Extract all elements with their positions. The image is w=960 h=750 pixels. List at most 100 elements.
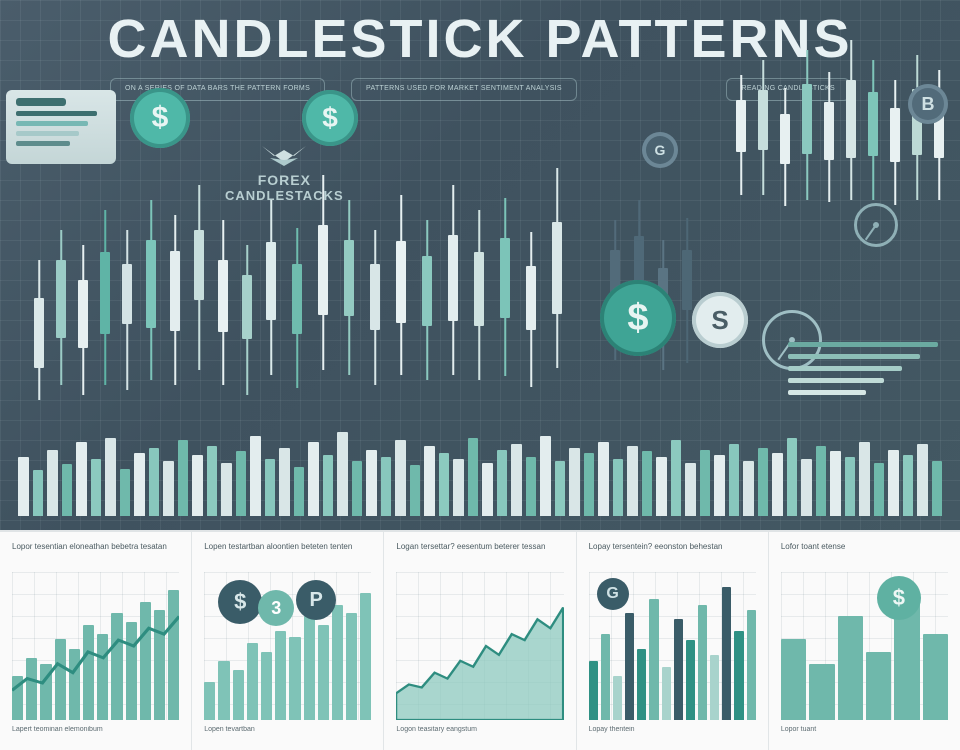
candlestick bbox=[846, 40, 856, 200]
volume-bar bbox=[236, 451, 247, 516]
volume-bar bbox=[932, 461, 943, 516]
currency-badge: B bbox=[908, 84, 948, 124]
volume-bar bbox=[714, 455, 725, 516]
chart-bar bbox=[318, 625, 329, 720]
chart-bar bbox=[625, 613, 634, 720]
chart-bar bbox=[866, 652, 891, 720]
volume-bar bbox=[47, 450, 58, 517]
currency-badge: $ bbox=[302, 90, 358, 146]
chart-bar bbox=[662, 667, 671, 720]
info-pill: PATTERNS USED FOR MARKET SENTIMENT ANALY… bbox=[351, 78, 577, 101]
page-title: CANDLESTICK PATTERNS bbox=[0, 8, 960, 70]
volume-bar bbox=[482, 463, 493, 516]
volume-bar bbox=[772, 453, 783, 516]
currency-badge: G bbox=[642, 132, 678, 168]
panel-bottom-label: Lopay thentein bbox=[589, 726, 756, 744]
candlestick bbox=[448, 185, 458, 375]
candlestick bbox=[500, 198, 510, 376]
candlestick bbox=[758, 60, 768, 195]
chart-bar bbox=[332, 605, 343, 720]
panel-badge: 3 bbox=[258, 590, 294, 626]
candlestick bbox=[890, 80, 900, 205]
volume-bar bbox=[192, 455, 203, 516]
volume-bar bbox=[845, 457, 856, 516]
volume-bar bbox=[787, 438, 798, 516]
hero-panel: CANDLESTICK PATTERNS ON A SERIES OF DATA… bbox=[0, 0, 960, 530]
volume-bar bbox=[801, 459, 812, 516]
chart-bar bbox=[923, 634, 948, 720]
volume-bar bbox=[526, 457, 537, 516]
volume-bar bbox=[207, 446, 218, 516]
wings-icon bbox=[256, 140, 312, 170]
candlestick bbox=[868, 60, 878, 200]
candlestick bbox=[682, 218, 692, 363]
legend-lines bbox=[788, 335, 938, 402]
volume-bar bbox=[569, 448, 580, 516]
mini-chart-panel: Logan tersettar? eesentum beterer tessan… bbox=[384, 532, 576, 750]
panel-caption: Lopor tesentian eloneathan bebetra tesat… bbox=[12, 542, 179, 568]
volume-bar bbox=[105, 438, 116, 516]
volume-bar bbox=[76, 442, 87, 516]
panel-plot: $3P bbox=[204, 572, 371, 720]
candlestick bbox=[194, 185, 204, 370]
currency-badge: $ bbox=[130, 88, 190, 148]
mini-card bbox=[6, 90, 116, 164]
volume-bar bbox=[511, 444, 522, 516]
candlestick bbox=[34, 260, 44, 400]
panel-plot bbox=[12, 572, 179, 720]
volume-bar bbox=[729, 444, 740, 516]
volume-bar bbox=[410, 465, 421, 516]
panel-bottom-label: Lapert teominan elemonibum bbox=[12, 726, 179, 744]
volume-bar bbox=[642, 451, 653, 516]
mini-chart-panel: Lopor tesentian eloneathan bebetra tesat… bbox=[0, 532, 192, 750]
volume-bar bbox=[308, 442, 319, 516]
chart-bar bbox=[734, 631, 743, 720]
mini-chart-panel: Lopay tersentein? eeonston behestanGLopa… bbox=[577, 532, 769, 750]
candlestick bbox=[100, 210, 110, 385]
volume-bar bbox=[613, 459, 624, 516]
volume-bar bbox=[540, 436, 551, 516]
chart-bar bbox=[674, 619, 683, 720]
candlestick bbox=[146, 200, 156, 380]
gauge-icon bbox=[854, 203, 898, 247]
volume-bar bbox=[178, 440, 189, 516]
panel-badge: G bbox=[597, 578, 629, 610]
volume-bar-strip bbox=[18, 421, 942, 516]
volume-bar bbox=[337, 432, 348, 516]
volume-bar bbox=[33, 470, 44, 516]
candlestick bbox=[736, 75, 746, 195]
mini-chart-panel: Lofor toant etense$Lopor tuant bbox=[769, 532, 960, 750]
candlestick bbox=[802, 50, 812, 200]
mini-chart-panel: Lopen testartban aloontien beteten tente… bbox=[192, 532, 384, 750]
volume-bar bbox=[294, 467, 305, 516]
chart-bar bbox=[304, 616, 315, 720]
chart-bar bbox=[637, 649, 646, 720]
candlestick bbox=[266, 200, 276, 375]
chart-bar bbox=[698, 605, 707, 720]
volume-bar bbox=[163, 461, 174, 516]
candlestick bbox=[912, 55, 922, 200]
panel-caption: Lopen testartban aloontien beteten tente… bbox=[204, 542, 371, 568]
panel-plot bbox=[396, 572, 563, 720]
chart-bar bbox=[275, 631, 286, 720]
volume-bar bbox=[555, 461, 566, 516]
area-chart bbox=[396, 572, 563, 720]
chart-bar bbox=[601, 634, 610, 720]
panel-plot: $ bbox=[781, 572, 948, 720]
volume-bar bbox=[830, 451, 841, 516]
volume-bar bbox=[221, 463, 232, 516]
panel-bottom-label: Logon teasitary eangstum bbox=[396, 726, 563, 744]
candlestick bbox=[526, 232, 536, 387]
chart-bar bbox=[686, 640, 695, 720]
volume-bar bbox=[874, 463, 885, 516]
volume-bar bbox=[598, 442, 609, 516]
chart-bar bbox=[613, 676, 622, 720]
panel-caption: Lofor toant etense bbox=[781, 542, 948, 568]
volume-bar bbox=[279, 448, 290, 516]
chart-bar bbox=[360, 593, 371, 720]
panel-caption: Logan tersettar? eesentum beterer tessan bbox=[396, 542, 563, 568]
volume-bar bbox=[352, 461, 363, 516]
trend-line bbox=[12, 572, 179, 720]
volume-bar bbox=[497, 450, 508, 517]
volume-bar bbox=[323, 455, 334, 516]
